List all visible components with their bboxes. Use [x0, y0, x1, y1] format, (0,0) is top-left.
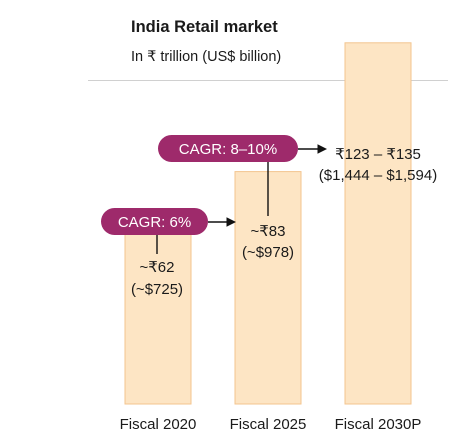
x-tick-label-fiscal-2020: Fiscal 2020 [120, 416, 197, 433]
cagr-6-label: CAGR: 6% [118, 214, 191, 231]
chart-title: India Retail market [131, 18, 278, 36]
bar-fiscal-2030p [344, 42, 412, 405]
data-label-fiscal-2020-usd: (~$725) [131, 281, 183, 298]
cagr-8-10-label: CAGR: 8–10% [179, 141, 277, 158]
data-label-fiscal-2030p-usd: ($1,444 – $1,594) [319, 167, 437, 184]
x-tick-label-fiscal-2025: Fiscal 2025 [230, 416, 307, 433]
bar-fiscal-2020 [124, 229, 192, 405]
data-label-fiscal-2020-inr: ~₹62 [140, 259, 175, 276]
data-label-fiscal-2025-usd: (~$978) [242, 244, 294, 261]
cagr-6-badge [101, 208, 208, 235]
chart-subtitle: In ₹ trillion (US$ billion) [131, 49, 282, 65]
data-label-fiscal-2025-inr: ~₹83 [251, 223, 286, 240]
x-tick-label-fiscal-2030p: Fiscal 2030P [335, 416, 422, 433]
cagr-8-10-badge [158, 135, 298, 162]
title-divider [88, 80, 448, 81]
data-label-fiscal-2030p-inr: ₹123 – ₹135 [335, 146, 421, 163]
